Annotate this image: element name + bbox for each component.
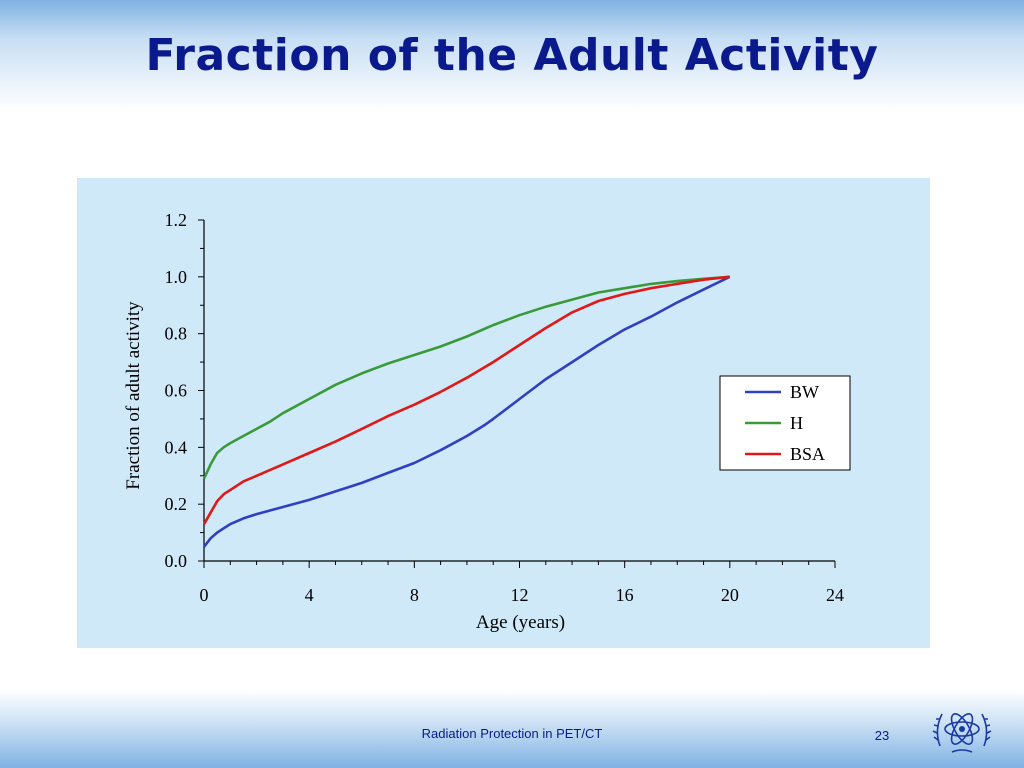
x-tick-label: 8 [410,585,419,605]
y-axis-title: Fraction of adult activity [123,301,144,490]
series-line-bsa [202,275,730,525]
page-number: 23 [874,728,890,743]
y-tick-label: 0.4 [165,437,188,457]
y-tick-label: 1.0 [165,267,188,287]
chart-panel: 0.0 0.2 0.4 0.6 0.8 1.0 1.2 0 4 8 12 16 20 24 Age (yea… [77,178,930,648]
legend-label-h: H [790,413,803,433]
legend-label-bsa: BSA [790,444,825,464]
y-tick-label: 0.6 [165,381,188,401]
series-line-h [202,275,730,480]
legend-label-bw: BW [790,382,819,402]
x-tick-label: 24 [826,585,844,605]
series-line-bw [202,275,731,548]
top-gradient-band [0,0,1024,110]
y-tick-label: 0.8 [165,324,188,344]
iaea-atom-logo-icon [932,713,992,753]
y-tick-label: 0.0 [165,551,188,571]
x-tick-label: 0 [200,585,209,605]
x-axis-title: Age (years) [476,612,565,633]
bottom-gradient-band [0,690,1024,768]
legend-box [719,375,851,471]
y-tick-label: 1.2 [165,210,188,230]
footer-text: Radiation Protection in PET/CT [421,726,603,741]
slide-title: Fraction of the Adult Activity [145,30,879,81]
y-tick-label: 0.2 [165,494,188,514]
line-chart: 0.0 0.2 0.4 0.6 0.8 1.0 1.2 0 4 8 12 16 20 24 Age (yea… [123,210,851,633]
x-tick-label: 12 [511,585,529,605]
x-tick-label: 4 [305,585,314,605]
x-tick-label: 16 [616,585,634,605]
x-tick-label: 20 [721,585,739,605]
